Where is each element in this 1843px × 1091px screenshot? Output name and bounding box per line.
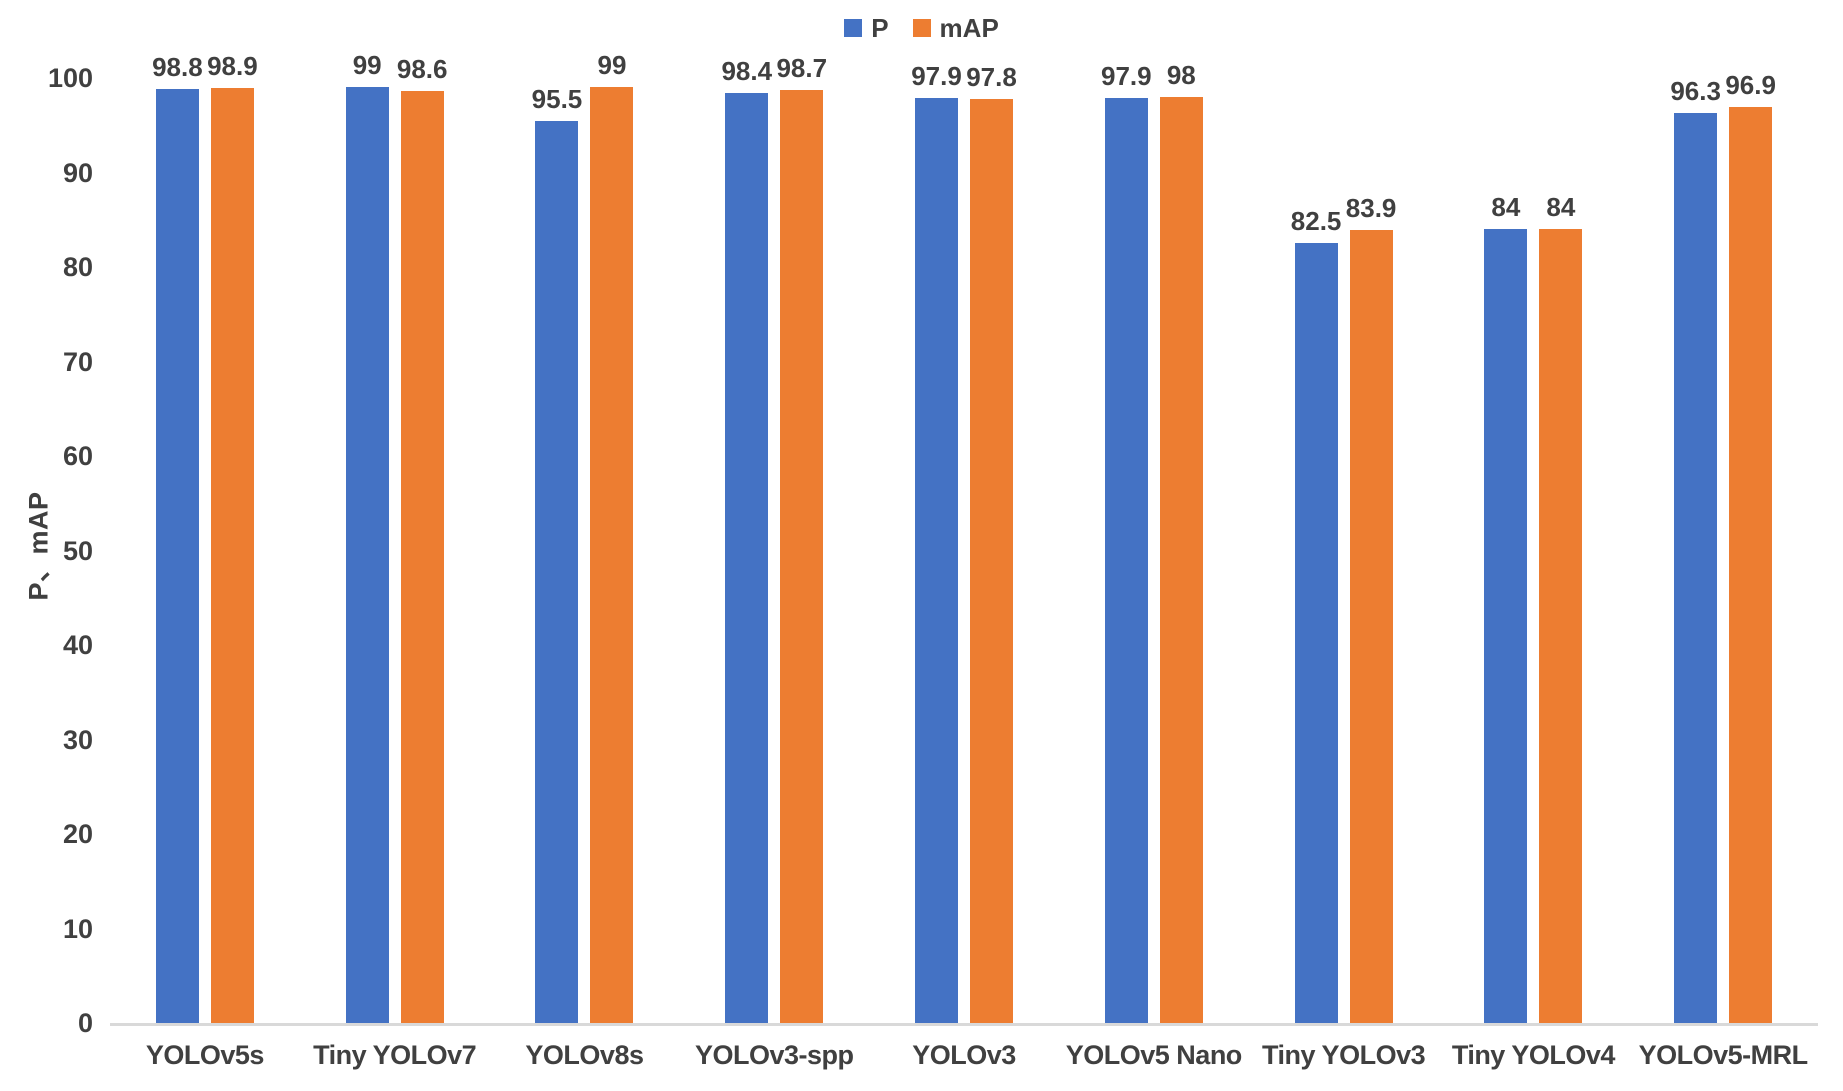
y-tick-label: 20 <box>62 819 93 849</box>
bar-unit-map: 98.6 <box>397 56 447 1023</box>
bar-value-label: 97.9 <box>911 60 962 91</box>
y-tick-label: 90 <box>62 157 93 188</box>
bar-p <box>535 120 579 1023</box>
legend-item-map: mAP <box>912 13 999 43</box>
bar-value-label: 98.7 <box>776 53 828 84</box>
bar-unit-map: 96.9 <box>1725 72 1776 1023</box>
category-label: YOLOv5-MRL <box>1638 1040 1809 1070</box>
category-label: YOLOv3 <box>912 1040 1016 1070</box>
bar-map <box>1159 96 1203 1023</box>
bar-value-label: 82.5 <box>1290 206 1342 237</box>
bar-map <box>400 91 444 1023</box>
bar-value-label: 96.9 <box>1725 70 1776 101</box>
bar-value-label: 99 <box>597 50 627 81</box>
y-tick-label: 80 <box>62 252 93 282</box>
bar-map <box>970 98 1014 1023</box>
bar-value-label: 84 <box>1491 192 1521 223</box>
bar-unit-p: 82.5 <box>1291 208 1341 1023</box>
bar-unit-p: 98.4 <box>721 58 772 1023</box>
bar-map <box>1539 229 1583 1023</box>
bar-unit-map: 98.9 <box>207 53 258 1023</box>
bar-group: 84 84 <box>1438 78 1628 1023</box>
category-label: Tiny YOLOv7 <box>313 1040 477 1070</box>
bar-map <box>590 87 634 1023</box>
bar-map <box>1349 230 1393 1023</box>
bar-p <box>915 97 959 1023</box>
y-tick-label: 0 <box>77 1008 93 1038</box>
bar-unit-map: 83.9 <box>1346 195 1396 1023</box>
category-label: YOLOv5s <box>145 1040 265 1070</box>
bar-group: 96.3 96.9 <box>1628 72 1818 1023</box>
category-label: Tiny YOLOv4 <box>1451 1040 1616 1070</box>
bar-unit-p: 97.9 <box>911 63 962 1023</box>
bar-p <box>345 87 389 1023</box>
y-axis-ticks: 0 10 20 30 40 50 60 70 80 90 100 <box>0 0 93 1091</box>
bar-unit-map: 99 <box>590 50 634 1023</box>
bar-p <box>1484 229 1528 1023</box>
bar-value-label: 95.5 <box>531 83 583 114</box>
bar-value-label: 99 <box>352 50 382 81</box>
bar-p <box>1294 243 1338 1023</box>
bar-unit-p: 97.9 <box>1101 63 1152 1023</box>
bar-group: 98.8 98.9 <box>110 53 300 1023</box>
bar-value-label: 97.8 <box>966 61 1017 92</box>
y-tick-label: 70 <box>62 346 93 377</box>
bar-p <box>1104 97 1148 1023</box>
bar-unit-map: 98 <box>1159 59 1203 1023</box>
bar-group: 98.4 98.7 <box>679 55 869 1023</box>
legend-item-p: P <box>844 13 889 43</box>
bar-unit-map: 98.7 <box>776 55 827 1023</box>
category-label: YOLOv5 Nano <box>1065 1040 1243 1070</box>
bar-unit-map: 84 <box>1539 192 1583 1023</box>
y-tick-label: 50 <box>62 535 93 566</box>
bar-value-label: 98.4 <box>721 56 773 87</box>
bar-value-label: 97.9 <box>1101 60 1152 91</box>
plot-area: 98.8 98.9 99 98.6 95.5 99 98.4 98.7 97.9 97.8 97.9… <box>110 52 1818 1026</box>
bar-value-label: 98.9 <box>207 51 258 82</box>
bar-group: 99 98.6 <box>300 52 490 1023</box>
legend-swatch-icon <box>912 19 931 37</box>
bar-value-label: 98.6 <box>396 54 448 85</box>
bar-group: 95.5 99 <box>490 52 680 1023</box>
bar-unit-map: 97.8 <box>966 64 1017 1023</box>
category-label: YOLOv8s <box>525 1040 644 1070</box>
y-tick-label: 10 <box>62 913 93 944</box>
legend-swatch-icon <box>844 19 863 37</box>
bar-map <box>210 88 254 1023</box>
bar-group: 82.5 83.9 <box>1249 78 1439 1023</box>
bar-map <box>780 90 824 1023</box>
bar-map <box>1729 107 1773 1023</box>
category-label: Tiny YOLOv3 <box>1262 1040 1426 1070</box>
x-axis-labels: YOLOv5s Tiny YOLOv7 YOLOv8s YOLOv3-spp YOLOv… <box>110 1040 1818 1071</box>
bar-p <box>1674 112 1718 1023</box>
bar-value-label: 84 <box>1546 192 1576 223</box>
bar-unit-p: 96.3 <box>1670 78 1721 1023</box>
bar-value-label: 98.8 <box>152 52 203 83</box>
bar-value-label: 83.9 <box>1345 193 1397 224</box>
bar-unit-p: 98.8 <box>152 54 203 1023</box>
y-tick-label: 100 <box>47 63 93 93</box>
bar-unit-p: 99 <box>345 50 389 1023</box>
bar-group: 97.9 98 <box>1059 62 1249 1023</box>
bar-value-label: 98 <box>1166 59 1196 90</box>
legend-label: mAP <box>939 13 999 43</box>
y-tick-label: 60 <box>62 441 93 471</box>
y-tick-label: 30 <box>62 724 93 755</box>
bar-value-label: 96.3 <box>1670 75 1721 106</box>
bar-p <box>725 93 769 1023</box>
y-tick-label: 40 <box>62 630 93 660</box>
bar-unit-p: 95.5 <box>532 86 582 1023</box>
legend-label: P <box>871 13 889 43</box>
bar-p <box>155 89 199 1023</box>
bar-unit-p: 84 <box>1484 192 1528 1023</box>
category-label: YOLOv3-spp <box>694 1040 854 1070</box>
bar-group: 97.9 97.8 <box>869 63 1059 1023</box>
